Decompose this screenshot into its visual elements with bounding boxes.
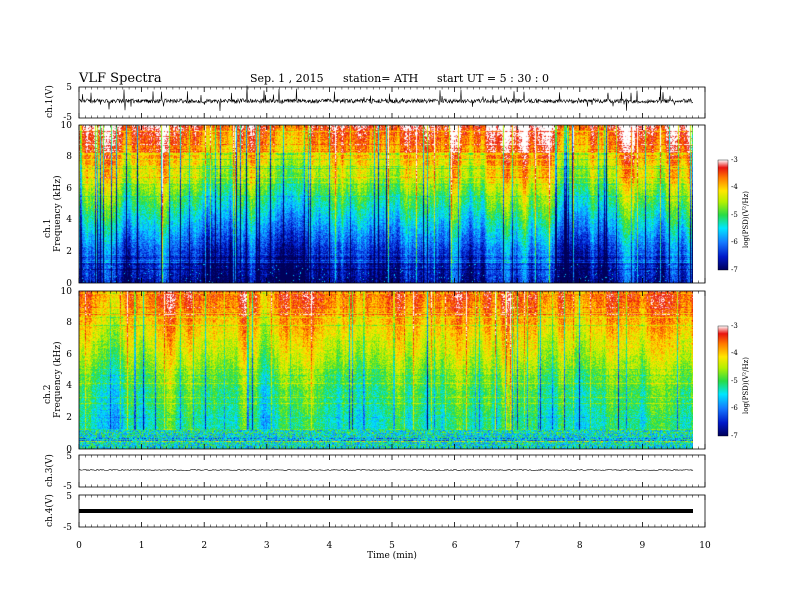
header-start-time: start UT = 5 : 30 : 0 — [437, 72, 549, 85]
ch2-freq-tick-6: 6 — [66, 350, 72, 360]
ch1-spectrogram-image — [79, 125, 693, 283]
ch1-colorbar-tick-m5: -5 — [731, 211, 738, 219]
ch1-colorbar — [717, 159, 729, 271]
ch1-spectrogram-ylabel: Frequency (kHz) — [52, 175, 63, 252]
x-tick-label-5: 5 — [389, 541, 395, 551]
ch1-ytick-top: 5 — [66, 83, 72, 93]
ch2-freq-tick-8: 8 — [66, 318, 72, 328]
ch2-spectrogram-panel: 0 2 4 6 8 10 ch.2 Frequency (kHz) -3 -4 … — [43, 287, 750, 455]
ch2-colorbar-tick-m7: -7 — [731, 432, 738, 440]
x-tick-label-7: 7 — [514, 541, 520, 551]
ch1-colorbar-label: log(PSD)(V²/Hz) — [742, 191, 750, 248]
ch2-colorbar-tick-m3: -3 — [731, 322, 738, 330]
ch1-freq-tick-2: 2 — [66, 247, 72, 257]
ch4-ytick-bottom: -5 — [63, 523, 72, 533]
ch4-waveform-ylabel: ch.4(V) — [44, 494, 55, 527]
x-tick-label-10: 10 — [699, 541, 711, 551]
ch2-spectrogram-channel-label: ch.2 — [43, 385, 53, 404]
ch1-waveform-panel: 5 -5 ch.1(V) — [44, 83, 706, 123]
ch2-spectrogram-blank — [693, 291, 705, 449]
ch2-spectrogram-ylabel: Frequency (kHz) — [52, 341, 63, 418]
ch2-colorbar — [717, 325, 729, 437]
ch1-spectrogram-blank — [693, 125, 705, 283]
ch4-waveform-panel: 5 -5 ch.4(V) — [44, 492, 706, 533]
ch4-waveform-trace — [79, 509, 693, 513]
ch1-waveform-trace — [78, 85, 694, 112]
ch1-freq-tick-8: 8 — [66, 152, 72, 162]
x-tick-label-3: 3 — [264, 541, 270, 551]
ch3-ytick-top: 5 — [66, 452, 72, 462]
header-station: station= ATH — [343, 72, 418, 85]
ch2-freq-tick-2: 2 — [66, 413, 72, 423]
ch2-colorbar-tick-m4: -4 — [731, 349, 738, 357]
ch1-freq-tick-10: 10 — [61, 121, 73, 131]
ch1-freq-tick-4: 4 — [66, 215, 72, 225]
ch2-spectrogram-image — [79, 291, 693, 449]
ch1-colorbar-tick-m3: -3 — [731, 156, 738, 164]
x-tick-label-2: 2 — [201, 541, 207, 551]
ch3-waveform-ylabel: ch.3(V) — [44, 454, 55, 487]
ch1-spectrogram-channel-label: ch.1 — [43, 219, 53, 238]
x-tick-label-0: 0 — [76, 541, 82, 551]
ch1-ytick-bottom: -5 — [63, 113, 72, 123]
ch2-freq-tick-10: 10 — [61, 287, 73, 297]
x-axis-ticks — [78, 87, 706, 527]
ch1-colorbar-tick-m6: -6 — [731, 238, 738, 246]
ch1-spectrogram-panel: 0 2 4 6 8 10 ch.1 Frequency (kHz) -3 -4 … — [43, 121, 750, 289]
x-tick-label-1: 1 — [139, 541, 145, 551]
header-date: Sep. 1 , 2015 — [250, 72, 324, 85]
ch1-waveform-ylabel: ch.1(V) — [44, 85, 55, 118]
ch1-colorbar-tick-m7: -7 — [731, 266, 738, 274]
ch2-colorbar-tick-m5: -5 — [731, 377, 738, 385]
x-tick-label-6: 6 — [452, 541, 458, 551]
x-tick-label-8: 8 — [577, 541, 583, 551]
ch1-colorbar-tick-m4: -4 — [731, 183, 738, 191]
x-tick-label-4: 4 — [327, 541, 333, 551]
ch3-waveform-panel: 5 -5 ch.3(V) — [44, 452, 706, 492]
ch3-ytick-bottom: -5 — [63, 482, 72, 492]
ch3-waveform-trace — [78, 468, 694, 472]
ch2-freq-tick-0: 0 — [66, 445, 72, 455]
ch4-ytick-top: 5 — [66, 492, 72, 502]
ch2-colorbar-tick-m6: -6 — [731, 404, 738, 412]
ch1-freq-tick-0: 0 — [66, 279, 72, 289]
ch2-colorbar-label: log(PSD)(V²/Hz) — [742, 357, 750, 414]
ch1-freq-tick-6: 6 — [66, 184, 72, 194]
figure-title: VLF Spectra — [78, 71, 162, 86]
ch2-freq-tick-4: 4 — [66, 381, 72, 391]
x-axis-tick-labels: 0 1 2 3 4 5 6 7 8 9 10 — [76, 541, 711, 551]
x-tick-label-9: 9 — [640, 541, 646, 551]
x-axis-label: Time (min) — [367, 550, 417, 561]
